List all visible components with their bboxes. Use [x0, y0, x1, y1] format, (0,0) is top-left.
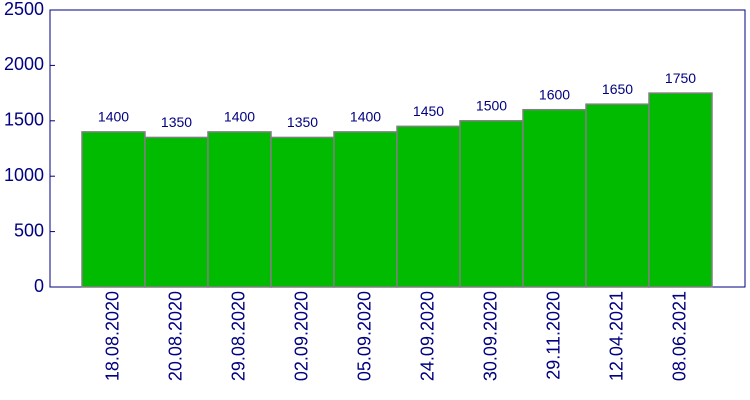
- value-label: 1500: [476, 98, 507, 114]
- x-tick-label: 29.08.2020: [228, 291, 248, 381]
- value-label: 1400: [350, 109, 381, 125]
- bar: [459, 120, 524, 288]
- value-label: 1400: [224, 109, 255, 125]
- x-tick-label: 30.09.2020: [480, 291, 500, 381]
- y-tick-label: 500: [14, 220, 44, 240]
- x-tick-label: 20.08.2020: [165, 291, 185, 381]
- bar: [585, 103, 650, 288]
- y-tick-label: 2000: [4, 54, 44, 74]
- x-tick-label: 02.09.2020: [291, 291, 311, 381]
- x-tick-label: 12.04.2021: [606, 291, 626, 381]
- bar: [333, 131, 398, 288]
- x-tick-label: 29.11.2020: [543, 291, 563, 380]
- y-tick-label: 0: [34, 276, 44, 296]
- bar: [81, 131, 146, 288]
- value-label: 1750: [665, 70, 696, 86]
- x-tick-label: 08.06.2021: [669, 291, 689, 381]
- bar: [144, 136, 209, 288]
- value-label: 1450: [413, 103, 444, 119]
- value-label: 1600: [539, 86, 570, 102]
- value-label: 1650: [602, 81, 633, 97]
- y-tick-label: 1000: [4, 165, 44, 185]
- y-tick-label: 2500: [4, 0, 44, 19]
- x-tick-label: 24.09.2020: [417, 291, 437, 381]
- bar: [207, 131, 272, 288]
- value-label: 1350: [161, 114, 192, 130]
- value-label: 1400: [98, 109, 129, 125]
- value-label: 1350: [287, 114, 318, 130]
- x-tick-label: 05.09.2020: [354, 291, 374, 381]
- bar: [270, 136, 335, 288]
- bar: [396, 125, 461, 288]
- bar: [522, 108, 587, 288]
- x-tick-label: 18.08.2020: [102, 291, 122, 381]
- bar: [648, 92, 713, 288]
- y-tick-label: 1500: [4, 110, 44, 130]
